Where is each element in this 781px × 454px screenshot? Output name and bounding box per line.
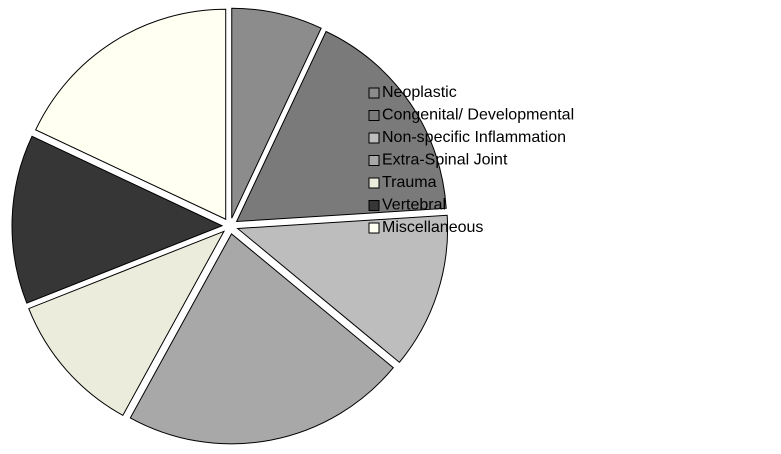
legend-label: Trauma [382, 174, 437, 191]
legend-swatch [368, 132, 380, 144]
pie-slice [35, 8, 227, 221]
legend-label: Extra-Spinal Joint [382, 152, 508, 169]
legend-swatch [368, 222, 380, 234]
legend-label: Neoplastic [382, 84, 457, 101]
legend-swatch [368, 87, 380, 99]
legend-swatch [368, 177, 380, 189]
legend-label: Miscellaneous [382, 219, 483, 236]
legend-swatch [368, 200, 380, 211]
pie-slice [231, 7, 322, 219]
pie-slice [129, 233, 395, 445]
pie-slice [236, 214, 449, 364]
pie-slice [11, 135, 224, 304]
legend-swatch [368, 110, 380, 121]
pie-slice [28, 230, 226, 416]
legend-label: Non-specific Inflammation [382, 129, 566, 146]
legend-label: Vertebral [382, 197, 446, 214]
legend-swatch [368, 155, 380, 166]
legend-label: Congenital/ Developmental [382, 107, 574, 124]
pie-slice [235, 30, 447, 223]
